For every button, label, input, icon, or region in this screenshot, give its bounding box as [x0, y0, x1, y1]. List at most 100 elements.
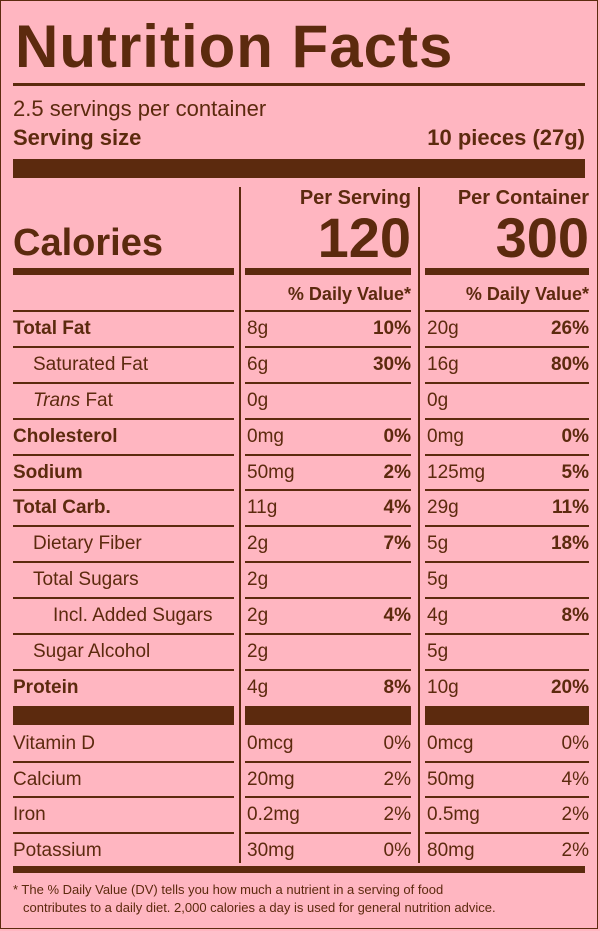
container-amount: 5g: [427, 533, 449, 554]
container-daily-value: 2%: [561, 840, 589, 861]
row-rule: [425, 706, 589, 725]
row-rule: [13, 706, 234, 725]
servings-per-container: 2.5 servings per container: [13, 96, 267, 121]
container-amount: 5g: [427, 569, 449, 590]
serving-amount: 11g: [247, 497, 278, 518]
container-daily-value: 26%: [550, 318, 589, 339]
row-rule: [425, 346, 589, 348]
serving-daily-value: 4%: [383, 605, 411, 626]
calories-rule-right: [425, 268, 589, 275]
serving-size-label: Serving size: [13, 125, 142, 150]
row-rule: [245, 310, 411, 312]
nutrient-name: Saturated Fat: [33, 354, 149, 375]
thick-divider-top: [13, 159, 585, 178]
footnote: * The % Daily Value (DV) tells you how m…: [13, 881, 585, 917]
serving-daily-value: 8%: [383, 677, 411, 698]
serving-daily-value: 7%: [383, 533, 411, 554]
serving-amount: 4g: [247, 677, 269, 698]
container-daily-value: 80%: [550, 354, 589, 375]
container-daily-value: 0%: [561, 426, 589, 447]
row-rule: [245, 597, 411, 599]
row-rule: [13, 796, 234, 798]
serving-daily-value: 2%: [383, 804, 411, 825]
serving-daily-value: 2%: [383, 462, 411, 483]
row-rule: [245, 454, 411, 456]
serving-amount: 6g: [247, 354, 269, 375]
container-daily-value: 18%: [550, 533, 589, 554]
row-rule: [425, 597, 589, 599]
container-daily-value: 8%: [561, 605, 589, 626]
row-rule: [245, 346, 411, 348]
nutrient-name: Calcium: [13, 769, 82, 790]
row-rule: [425, 761, 589, 763]
row-rule: [245, 633, 411, 635]
thick-divider-bottom: [13, 866, 585, 873]
container-amount: 0g: [427, 390, 449, 411]
footnote-line-2: contributes to a daily diet. 2,000 calor…: [23, 900, 496, 915]
row-rule: [13, 346, 234, 348]
nutrient-name: Total Carb.: [13, 497, 111, 518]
row-rule: [13, 454, 234, 456]
nutrient-name: Potassium: [13, 840, 102, 861]
calories-rule-mid: [245, 268, 411, 275]
container-daily-value: 4%: [561, 769, 589, 790]
row-rule: [245, 669, 411, 671]
serving-amount: 2g: [247, 569, 269, 590]
row-rule: [425, 796, 589, 798]
serving-amount: 30mg: [247, 840, 295, 861]
row-rule: [425, 669, 589, 671]
serving-amount: 2g: [247, 605, 269, 626]
row-rule: [13, 418, 234, 420]
container-amount: 80mg: [427, 840, 475, 861]
row-rule: [13, 382, 234, 384]
row-rule: [425, 454, 589, 456]
nutrient-name: Total Sugars: [33, 569, 139, 590]
container-amount: 10g: [427, 677, 459, 698]
row-rule: [245, 382, 411, 384]
container-daily-value: 2%: [561, 804, 589, 825]
serving-daily-value: 0%: [383, 733, 411, 754]
container-amount: 0mg: [427, 426, 464, 447]
container-amount: 0mcg: [427, 733, 474, 754]
nutrient-name: Vitamin D: [13, 733, 96, 754]
nutrient-name-rest: Fat: [80, 390, 113, 411]
row-rule: [425, 832, 589, 834]
row-rule: [13, 597, 234, 599]
serving-amount: 8g: [247, 318, 269, 339]
serving-daily-value: 10%: [372, 318, 411, 339]
row-rule: [13, 310, 234, 312]
label-title: Nutrition Facts: [15, 13, 454, 80]
container-daily-value: 0%: [561, 733, 589, 754]
serving-amount: 0g: [247, 390, 269, 411]
row-rule: [425, 561, 589, 563]
nutrient-name: Dietary Fiber: [33, 533, 142, 554]
daily-value-header-serving: % Daily Value*: [287, 284, 411, 304]
serving-amount: 0.2mg: [247, 804, 300, 825]
row-rule: [245, 418, 411, 420]
row-rule: [245, 832, 411, 834]
serving-daily-value: 0%: [383, 840, 411, 861]
per-container-header: Per Container: [457, 187, 589, 209]
row-rule: [425, 633, 589, 635]
row-rule: [13, 669, 234, 671]
row-rule: [425, 525, 589, 527]
serving-size-value: 10 pieces (27g): [427, 125, 585, 150]
container-daily-value: 5%: [561, 462, 589, 483]
row-rule: [425, 382, 589, 384]
nutrient-name: Total Fat: [13, 318, 91, 339]
calories-per-serving: 120: [317, 206, 411, 269]
row-rule: [425, 310, 589, 312]
nutrient-name: Trans Fat: [33, 389, 113, 413]
column-divider-1: [239, 187, 241, 863]
daily-value-header-container: % Daily Value*: [465, 284, 589, 304]
container-daily-value: 20%: [550, 677, 589, 698]
row-rule: [245, 525, 411, 527]
row-rule: [245, 761, 411, 763]
footnote-line-1: * The % Daily Value (DV) tells you how m…: [13, 882, 444, 897]
calories-rule-left: [13, 268, 234, 275]
nutrient-name: Incl. Added Sugars: [53, 605, 213, 626]
nutrient-name: Protein: [13, 677, 79, 698]
nutrient-name: Sugar Alcohol: [33, 641, 151, 662]
serving-amount: 2g: [247, 641, 269, 662]
